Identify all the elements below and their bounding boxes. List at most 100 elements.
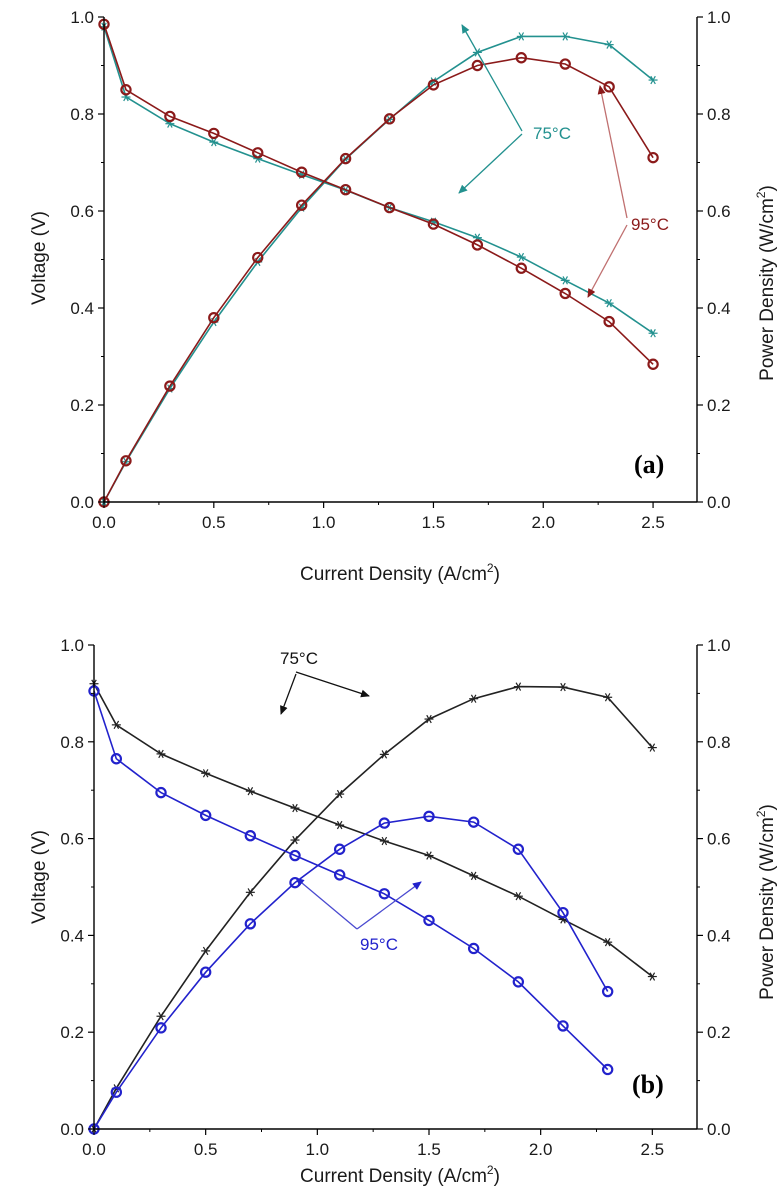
series-75c-power-point xyxy=(647,743,657,752)
series-95c-voltage-point xyxy=(339,183,352,196)
y-tick-label: 0.0 xyxy=(70,493,94,512)
series-95c-voltage-point xyxy=(378,888,391,900)
panel-a: 0.0 0.5 1.0 1.5 2.0 2.5 0.0 0.2 0.4 0.6 0.8 1.0 0.0 0… xyxy=(29,8,778,585)
series-95c-power-point xyxy=(339,152,352,165)
series-75c-power-point xyxy=(469,694,479,703)
annotation-95c-arrow-voltage xyxy=(587,224,628,298)
series-95c-voltage-point xyxy=(120,84,132,96)
y2-tick-label: 0.8 xyxy=(707,105,731,124)
x-tick-label: 1.0 xyxy=(306,1140,330,1159)
series-75c-voltage-line xyxy=(93,683,653,978)
annotation-75c-arrow-power xyxy=(295,671,370,698)
series-75c-power-point xyxy=(424,714,434,724)
series-95c-voltage-point xyxy=(515,262,527,274)
series-75c-power-point xyxy=(156,1012,166,1021)
series-95c-power-point xyxy=(244,918,257,930)
y2-tick-label: 0.4 xyxy=(707,299,731,318)
x-axis-title-a: Current Density (A/cm2) xyxy=(300,561,500,585)
y-tick-label: 0.2 xyxy=(60,1023,84,1042)
series-95c-power-point xyxy=(601,985,614,998)
series-95c-voltage-line xyxy=(93,690,609,1071)
series-95c-power-point xyxy=(559,58,571,70)
series-75c-power-point xyxy=(290,835,300,845)
series-75c-voltage-point xyxy=(335,820,345,830)
y2-tick-label: 1.0 xyxy=(707,636,731,655)
series-75c-voltage-point xyxy=(647,972,657,981)
series-75c-voltage-point xyxy=(560,276,570,285)
series-75c-power-line xyxy=(93,685,653,1130)
series-95c-voltage-point xyxy=(110,753,123,765)
y-tick-label: 0.2 xyxy=(70,396,94,415)
y-tick-label: 0.8 xyxy=(60,733,84,752)
y2-tick-label: 0.2 xyxy=(707,1023,731,1042)
series-75c-power-point xyxy=(513,682,523,691)
annotation-75c: 75°C xyxy=(533,124,571,143)
series-75c-voltage-point xyxy=(469,871,479,881)
series-95c-power-point xyxy=(199,966,212,978)
panel-b-axes: 0.0 0.5 1.0 1.5 2.0 2.5 0.0 0.2 0.4 0.6 0.8 1.0 0.0 0… xyxy=(60,636,730,1159)
x-tick-label: 0.0 xyxy=(92,513,116,532)
annotation-95c-arrow-power xyxy=(295,877,358,930)
y-tick-label: 0.8 xyxy=(70,105,94,124)
y-tick-label: 0.0 xyxy=(60,1120,84,1139)
x-tick-label: 1.5 xyxy=(417,1140,441,1159)
series-75c-voltage-point xyxy=(201,769,211,778)
series-95c-voltage-point xyxy=(164,110,176,123)
series-75c-power-line xyxy=(103,35,654,503)
series-75c-power-point xyxy=(603,693,613,702)
x-tick-label: 2.5 xyxy=(641,1140,665,1159)
y-tick-label: 0.4 xyxy=(60,926,84,945)
series-95c-voltage-point xyxy=(427,218,440,230)
series-75c-voltage-point xyxy=(604,298,614,308)
panel-label-a: (a) xyxy=(634,450,664,479)
annotation-95c-arrow-power xyxy=(597,85,628,219)
series-95c-voltage-point xyxy=(252,147,264,159)
series-95c-power-point xyxy=(383,113,396,125)
y-tick-label: 0.6 xyxy=(70,202,94,221)
y2-tick-label: 0.0 xyxy=(707,1120,731,1139)
annotation-75c-arrow-voltage xyxy=(280,673,297,715)
y-tick-label: 1.0 xyxy=(70,8,94,27)
series-75c-power-point xyxy=(604,40,614,49)
series-95c-power-point xyxy=(120,455,132,467)
series-95c-power-line xyxy=(103,56,654,503)
series-95c-power-point xyxy=(333,843,346,855)
series-95c-voltage-point xyxy=(289,849,301,862)
series-95c-voltage-point xyxy=(333,869,346,881)
series-75c-voltage-point xyxy=(603,937,613,947)
series-95c-power-point xyxy=(427,79,440,91)
panel-a-axes: 0.0 0.5 1.0 1.5 2.0 2.5 0.0 0.2 0.4 0.6 0.8 1.0 0.0 0… xyxy=(70,8,730,532)
series-95c-voltage-point xyxy=(559,287,571,300)
series-95c-voltage-point xyxy=(383,201,396,214)
panel-label-b: (b) xyxy=(632,1070,664,1099)
series-95c-voltage-point xyxy=(471,239,484,251)
series-95c-power-point xyxy=(467,816,480,828)
series-95c-power-point xyxy=(557,906,569,919)
y2-tick-label: 0.4 xyxy=(707,926,731,945)
series-95c-power-point xyxy=(647,151,659,164)
series-75c-power-point xyxy=(648,75,658,85)
series-75c-voltage-point xyxy=(379,836,389,846)
series-95c-voltage-line xyxy=(103,24,654,365)
x-tick-label: 1.5 xyxy=(422,513,446,532)
series-75c-voltage-point xyxy=(156,749,166,759)
y2-axis-title-b: Power Density (W/cm2) xyxy=(754,804,778,1000)
series-95c-voltage-point xyxy=(295,166,308,178)
y-axis-title-b: Voltage (V) xyxy=(29,830,50,924)
y2-tick-label: 0.8 xyxy=(707,733,731,752)
x-tick-label: 2.0 xyxy=(529,1140,553,1159)
panel-b-annotations: 75°C 95°C xyxy=(280,649,422,954)
series-95c-voltage-point xyxy=(208,127,220,140)
y-tick-label: 0.6 xyxy=(60,830,84,849)
panel-a-series xyxy=(98,18,659,508)
series-95c-voltage-point xyxy=(647,358,659,370)
x-tick-label: 0.5 xyxy=(194,1140,218,1159)
series-75c-voltage-point xyxy=(253,154,263,163)
panel-a-annotations: 75°C 95°C xyxy=(458,24,669,298)
series-95c-voltage-point xyxy=(199,809,212,822)
series-75c-power-point xyxy=(516,32,526,41)
series-75c-power-point xyxy=(560,32,570,41)
series-95c-power-point xyxy=(423,810,435,823)
series-75c-power-point xyxy=(379,750,389,759)
